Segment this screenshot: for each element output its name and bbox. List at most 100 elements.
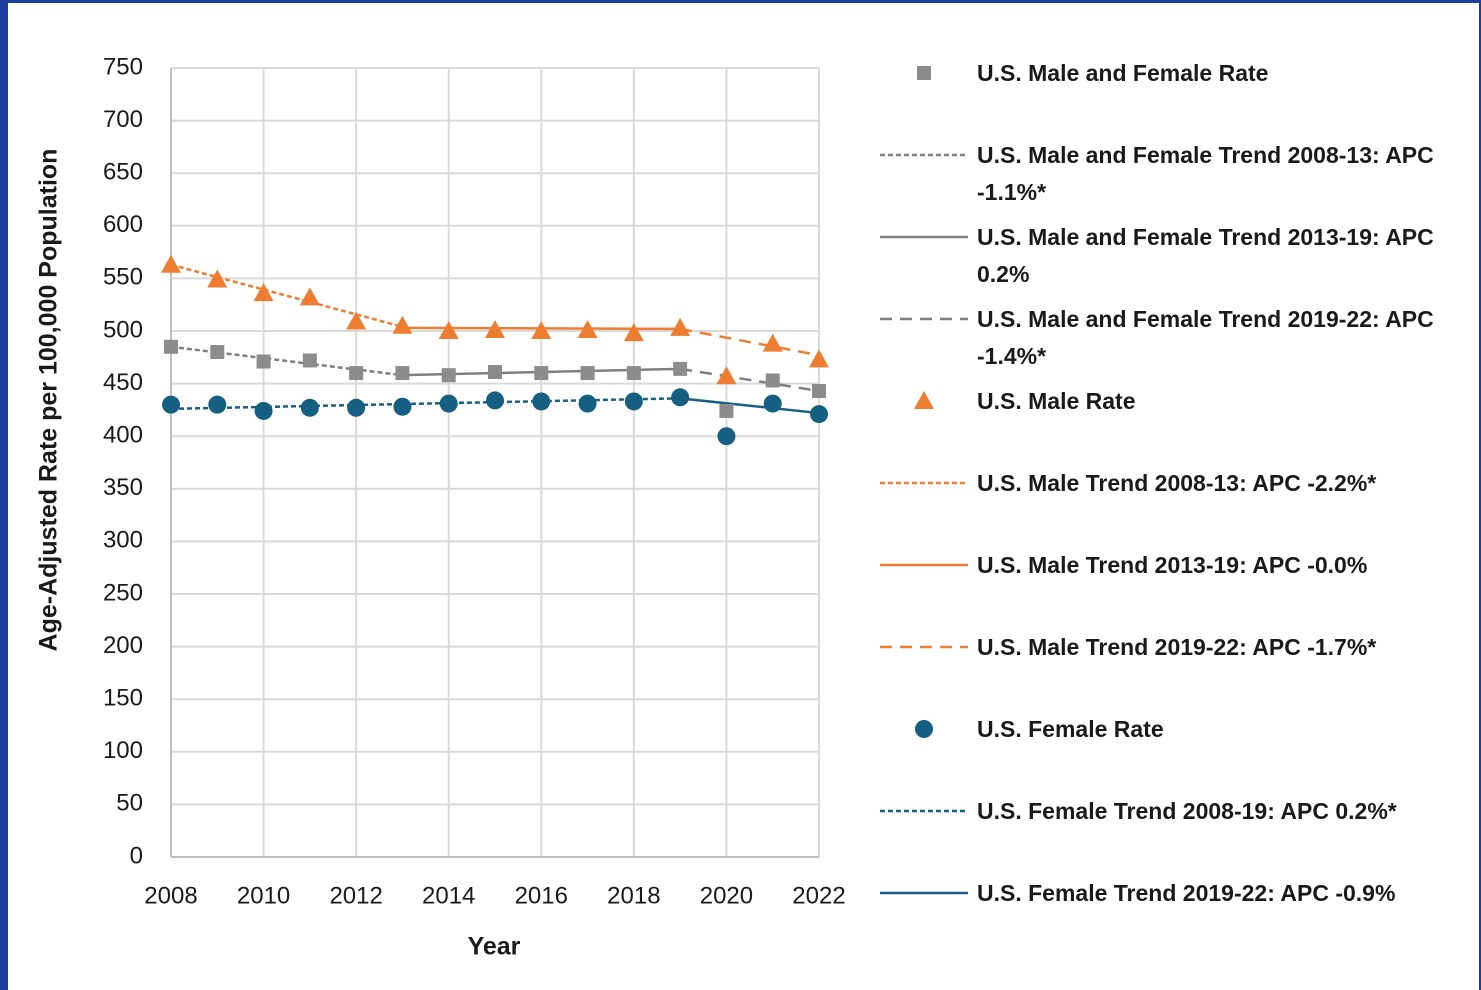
marker xyxy=(210,345,225,360)
marker xyxy=(346,311,367,330)
legend-label: U.S. Male Trend 2008-13: APC -2.2%* xyxy=(977,470,1377,496)
y-tick-label: 0 xyxy=(130,842,143,869)
marker xyxy=(809,349,829,368)
marker xyxy=(162,395,180,414)
legend-swatch xyxy=(914,391,934,409)
marker xyxy=(392,315,413,334)
y-tick-label: 350 xyxy=(103,474,143,501)
legend-label: U.S. Female Trend 2019-22: APC -0.9% xyxy=(977,880,1396,906)
trend-lines xyxy=(170,263,820,415)
y-tick-label: 50 xyxy=(116,790,143,817)
legend-label: U.S. Female Trend 2008-19: APC 0.2%* xyxy=(977,798,1397,824)
marker xyxy=(438,321,459,339)
y-tick-label: 150 xyxy=(103,685,143,712)
legend-label: U.S. Male and Female Trend 2013-19: APC … xyxy=(977,224,1434,287)
marker xyxy=(624,392,643,411)
trend-line xyxy=(170,397,681,411)
trend-line xyxy=(170,345,403,377)
marker xyxy=(670,317,691,336)
marker xyxy=(812,383,826,398)
legend-swatch xyxy=(917,66,931,80)
legend-label: U.S. Male Trend 2019-22: APC -1.7%* xyxy=(977,634,1377,660)
y-tick-label: 200 xyxy=(103,632,143,659)
marker xyxy=(717,427,736,446)
y-tick-label: 100 xyxy=(103,737,143,764)
marker xyxy=(485,319,505,338)
x-axis-title: Year xyxy=(468,933,521,961)
marker xyxy=(917,66,931,80)
y-tick-label: 500 xyxy=(103,316,143,343)
legend-label: U.S. Male and Female Trend 2019-22: APC … xyxy=(977,306,1434,369)
y-tick-label: 700 xyxy=(103,106,143,133)
marker xyxy=(673,361,688,376)
markers xyxy=(161,254,829,446)
marker xyxy=(578,394,597,413)
legend-label: U.S. Male and Female Trend 2008-13: APC … xyxy=(977,142,1434,205)
legend: U.S. Male and Female Rate U.S. Male and F… xyxy=(880,0,1480,990)
x-tick-label: 2012 xyxy=(329,882,382,909)
x-tick-label: 2008 xyxy=(144,882,197,909)
marker xyxy=(253,283,274,302)
legend-label: U.S. Female Rate xyxy=(977,716,1164,742)
marker xyxy=(763,394,782,413)
legend-swatch xyxy=(880,481,968,485)
trend-line xyxy=(680,397,820,415)
marker xyxy=(580,366,595,381)
x-tick-label: 2018 xyxy=(607,882,660,909)
y-tick-label: 550 xyxy=(103,264,143,291)
marker xyxy=(488,365,502,380)
legend-swatch xyxy=(880,563,968,567)
y-tick-label: 750 xyxy=(103,53,143,80)
marker xyxy=(393,397,412,416)
marker xyxy=(256,354,271,369)
legend-swatch xyxy=(880,235,968,239)
marker xyxy=(161,254,181,273)
y-tick-label: 250 xyxy=(103,579,143,606)
legend-label: U.S. Male and Female Rate xyxy=(977,60,1269,86)
y-axis-title: Age-Adjusted Rate per 100,000 Population xyxy=(35,149,63,652)
marker xyxy=(577,319,598,338)
marker xyxy=(719,403,734,418)
legend-label: U.S. Male Rate xyxy=(977,388,1136,414)
marker xyxy=(532,392,551,411)
x-tick-label: 2014 xyxy=(422,882,475,909)
marker xyxy=(626,366,641,381)
marker xyxy=(671,388,690,407)
legend-swatch xyxy=(880,891,968,895)
x-tick-label: 2022 xyxy=(792,882,845,909)
legend-label: U.S. Male Trend 2013-19: APC -0.0% xyxy=(977,552,1368,578)
marker xyxy=(299,287,320,306)
marker xyxy=(914,391,934,409)
trend-line xyxy=(170,263,403,328)
marker xyxy=(810,405,828,424)
marker xyxy=(164,339,178,354)
legend-swatch xyxy=(915,720,933,738)
marker xyxy=(441,368,456,383)
marker xyxy=(347,398,366,417)
marker xyxy=(207,269,228,288)
marker xyxy=(531,321,552,339)
y-tick-label: 400 xyxy=(103,422,143,449)
marker xyxy=(395,366,410,381)
marker xyxy=(300,398,319,417)
marker xyxy=(762,333,783,352)
marker xyxy=(765,373,780,388)
legend-swatch xyxy=(880,809,968,813)
marker xyxy=(534,366,549,381)
x-tick-label: 2020 xyxy=(700,882,753,909)
x-tick-label: 2010 xyxy=(237,882,290,909)
y-tick-label: 650 xyxy=(103,159,143,186)
legend-swatch xyxy=(880,153,968,157)
trend-line xyxy=(679,327,820,357)
chart: Year Age-Adjusted Rate per 100,000 Popul… xyxy=(35,53,846,961)
marker xyxy=(439,394,458,413)
y-tick-label: 300 xyxy=(103,527,143,554)
trend-line xyxy=(679,367,820,393)
marker xyxy=(254,401,273,420)
marker xyxy=(623,323,644,342)
marker xyxy=(208,395,227,414)
marker xyxy=(486,391,504,410)
marker xyxy=(302,353,317,368)
legend-swatch xyxy=(880,645,968,649)
